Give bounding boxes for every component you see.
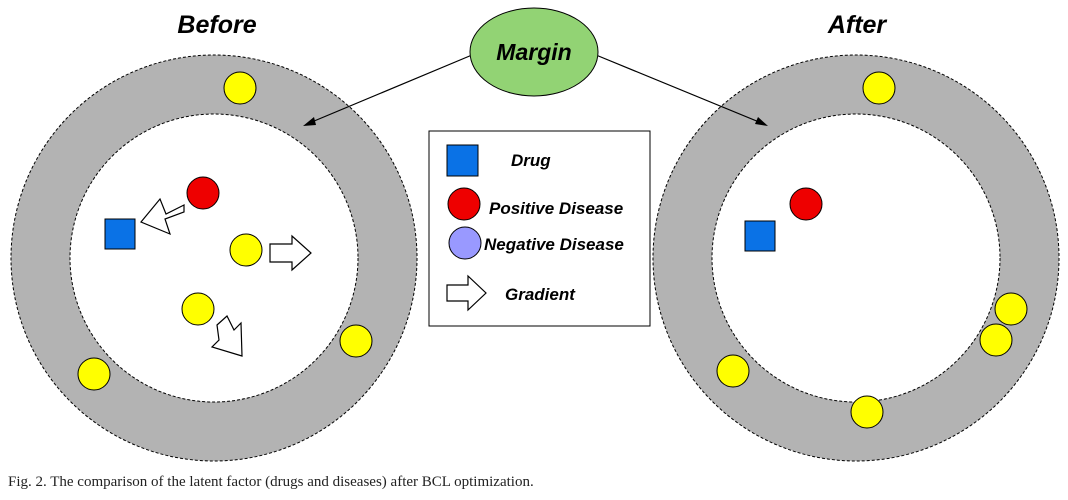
negative-disease-marker (223, 71, 257, 105)
negative-disease-marker (339, 324, 373, 358)
legend-drug-square (446, 144, 479, 177)
margin-label: Margin (496, 39, 571, 65)
negative-disease-marker (994, 292, 1028, 326)
after-panel (652, 54, 1060, 462)
margin-arrow-left (306, 54, 473, 125)
after-title: After (827, 11, 888, 39)
negative-disease-marker (181, 292, 215, 326)
legend-drug-label: Drug (511, 151, 551, 170)
negative-disease-marker (862, 71, 896, 105)
legend-negative-circle (448, 226, 482, 260)
drug-square (104, 218, 136, 250)
negative-disease-marker (77, 357, 111, 391)
margin-arrow-right-head (755, 117, 768, 126)
negative-disease-marker (229, 233, 263, 267)
after-inner-circle (711, 113, 1001, 403)
before-inner-circle (69, 113, 359, 403)
margin-arrow-left-head (303, 117, 316, 126)
legend-gradient-arrow (446, 274, 487, 312)
negative-disease-marker (979, 323, 1013, 357)
legend-positive-label: Positive Disease (489, 199, 623, 218)
legend-gradient-label: Gradient (505, 285, 576, 304)
margin-arrow-right (595, 54, 765, 125)
gradient-arrow (140, 197, 185, 236)
legend-positive-circle (447, 187, 481, 221)
negative-disease-marker (716, 354, 750, 388)
gradient-arrow (269, 234, 312, 272)
before-title: Before (177, 11, 256, 39)
positive-disease-marker (186, 176, 220, 210)
drug-square (744, 220, 776, 252)
legend-negative-label: Negative Disease (484, 235, 624, 254)
positive-disease-marker (789, 187, 823, 221)
gradient-arrow (210, 315, 243, 357)
before-panel (10, 54, 418, 462)
figure-caption: Fig. 2. The comparison of the latent fac… (8, 474, 534, 490)
margin-ellipse (469, 7, 599, 97)
negative-disease-marker (850, 395, 884, 429)
legend: Drug Positive Disease Negative Disease G… (428, 130, 651, 327)
